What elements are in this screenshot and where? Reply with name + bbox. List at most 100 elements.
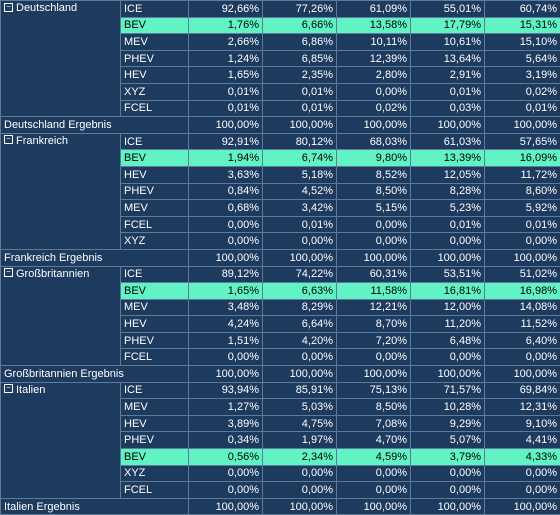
country-cell: −Frankreich: [1, 133, 121, 249]
value-cell: 61,09%: [337, 1, 411, 18]
value-cell: 12,00%: [411, 299, 485, 316]
value-cell: 0,00%: [485, 465, 560, 482]
value-cell: 4,20%: [263, 332, 337, 349]
value-cell: 10,11%: [337, 34, 411, 51]
drivetrain-label: PHEV: [121, 50, 189, 67]
value-cell: 89,12%: [189, 266, 263, 283]
value-cell: 6,66%: [263, 17, 337, 34]
value-cell: 93,94%: [189, 382, 263, 399]
total-value-cell: 100,00%: [189, 117, 263, 134]
total-value-cell: 100,00%: [263, 117, 337, 134]
total-value-cell: 100,00%: [485, 498, 560, 515]
value-cell: 6,40%: [485, 332, 560, 349]
drivetrain-label: FCEL: [121, 482, 189, 499]
value-cell: 5,03%: [263, 399, 337, 416]
value-cell: 4,59%: [337, 449, 411, 466]
value-cell: 0,00%: [263, 482, 337, 499]
drivetrain-label: XYZ: [121, 465, 189, 482]
drivetrain-label: HEV: [121, 166, 189, 183]
drivetrain-label: PHEV: [121, 432, 189, 449]
value-cell: 0,00%: [337, 349, 411, 366]
value-cell: 0,01%: [263, 216, 337, 233]
total-value-cell: 100,00%: [189, 249, 263, 266]
value-cell: 3,42%: [263, 200, 337, 217]
value-cell: 0,02%: [337, 100, 411, 117]
drivetrain-label: FCEL: [121, 100, 189, 117]
value-cell: 74,22%: [263, 266, 337, 283]
drivetrain-label: ICE: [121, 266, 189, 283]
value-cell: 1,76%: [189, 17, 263, 34]
value-cell: 0,00%: [189, 233, 263, 250]
total-value-cell: 100,00%: [263, 498, 337, 515]
drivetrain-label: ICE: [121, 133, 189, 150]
value-cell: 5,15%: [337, 200, 411, 217]
value-cell: 0,84%: [189, 183, 263, 200]
value-cell: 0,00%: [337, 216, 411, 233]
value-cell: 9,29%: [411, 415, 485, 432]
value-cell: 57,65%: [485, 133, 560, 150]
value-cell: 10,28%: [411, 399, 485, 416]
value-cell: 12,21%: [337, 299, 411, 316]
collapse-icon[interactable]: −: [4, 384, 13, 393]
value-cell: 0,00%: [485, 233, 560, 250]
value-cell: 60,74%: [485, 1, 560, 18]
value-cell: 0,01%: [485, 100, 560, 117]
value-cell: 7,20%: [337, 332, 411, 349]
drivetrain-label: PHEV: [121, 332, 189, 349]
value-cell: 8,70%: [337, 316, 411, 333]
value-cell: 53,51%: [411, 266, 485, 283]
value-cell: 4,52%: [263, 183, 337, 200]
drivetrain-label: BEV: [121, 17, 189, 34]
collapse-icon[interactable]: −: [4, 3, 13, 12]
total-value-cell: 100,00%: [189, 366, 263, 383]
value-cell: 0,00%: [411, 482, 485, 499]
value-cell: 8,52%: [337, 166, 411, 183]
value-cell: 0,00%: [337, 233, 411, 250]
value-cell: 4,41%: [485, 432, 560, 449]
collapse-icon[interactable]: −: [4, 268, 13, 277]
value-cell: 0,01%: [263, 83, 337, 100]
value-cell: 0,00%: [485, 349, 560, 366]
value-cell: 8,28%: [411, 183, 485, 200]
value-cell: 5,92%: [485, 200, 560, 217]
total-value-cell: 100,00%: [263, 366, 337, 383]
value-cell: 51,02%: [485, 266, 560, 283]
value-cell: 92,91%: [189, 133, 263, 150]
value-cell: 0,01%: [263, 100, 337, 117]
value-cell: 9,80%: [337, 150, 411, 167]
value-cell: 6,63%: [263, 283, 337, 300]
value-cell: 3,19%: [485, 67, 560, 84]
value-cell: 1,24%: [189, 50, 263, 67]
value-cell: 8,50%: [337, 183, 411, 200]
value-cell: 2,66%: [189, 34, 263, 51]
value-cell: 3,63%: [189, 166, 263, 183]
value-cell: 71,57%: [411, 382, 485, 399]
value-cell: 0,00%: [189, 216, 263, 233]
value-cell: 11,72%: [485, 166, 560, 183]
total-label: Frankreich Ergebnis: [1, 249, 189, 266]
total-value-cell: 100,00%: [411, 498, 485, 515]
collapse-icon[interactable]: −: [4, 135, 13, 144]
country-cell: −Deutschland: [1, 1, 121, 117]
value-cell: 10,61%: [411, 34, 485, 51]
value-cell: 8,29%: [263, 299, 337, 316]
drivetrain-label: MEV: [121, 200, 189, 217]
value-cell: 17,79%: [411, 17, 485, 34]
value-cell: 6,64%: [263, 316, 337, 333]
value-cell: 12,39%: [337, 50, 411, 67]
value-cell: 0,00%: [337, 83, 411, 100]
value-cell: 68,03%: [337, 133, 411, 150]
value-cell: 5,18%: [263, 166, 337, 183]
value-cell: 2,35%: [263, 67, 337, 84]
value-cell: 85,91%: [263, 382, 337, 399]
country-label: Großbritannien: [16, 268, 89, 280]
value-cell: 0,00%: [189, 465, 263, 482]
value-cell: 0,34%: [189, 432, 263, 449]
